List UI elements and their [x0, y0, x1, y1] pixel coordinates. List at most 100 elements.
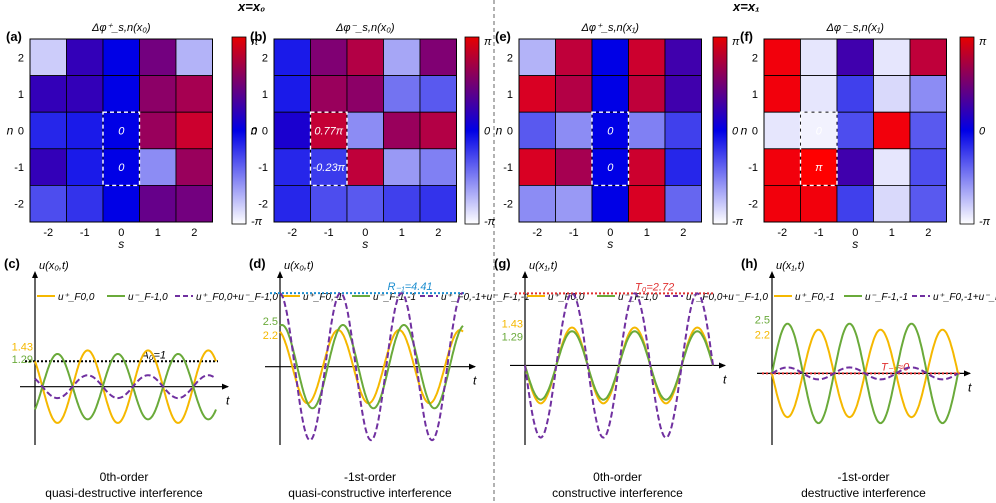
- series-curve: [771, 366, 959, 381]
- y-tick-label: 0: [18, 126, 24, 138]
- x-axis-label: t: [968, 380, 972, 394]
- heatmap-3: (e) Δφ⁺_s,n(x₁) 0 0 -2 -1 0 1 2 2 1 0 -1 -2 s n π 0 -π: [495, 22, 744, 251]
- heatmap-cell: [29, 184, 67, 223]
- x-axis-label: t: [723, 372, 727, 386]
- legend-label: u⁺_F0,0: [548, 292, 585, 303]
- y-axis-label: n: [496, 124, 503, 138]
- cell-annotation: 0: [607, 126, 614, 138]
- y-axis-label: u(x₁,t): [529, 260, 558, 272]
- heatmap-frame: [763, 38, 947, 223]
- y-axis-label: u(x₀,t): [284, 260, 314, 272]
- colorbar-tick-label: 0: [732, 126, 739, 138]
- y-tick-label: 2: [18, 52, 24, 64]
- x-axis-label: t: [226, 394, 230, 408]
- series-curve: [34, 374, 217, 400]
- heatmap-cell: [628, 75, 666, 113]
- x-tick-label: -2: [287, 227, 297, 239]
- legend-label: u⁺_F0,0+u⁻_F-1,0: [686, 292, 768, 303]
- heatmap-cell: [419, 111, 457, 150]
- heatmap-cell: [175, 38, 213, 76]
- legend-label: u⁺_F0,-1: [795, 292, 835, 303]
- heatmap-cell: [29, 75, 67, 113]
- series-curve: [279, 328, 464, 405]
- heatmap-cell: [139, 148, 177, 186]
- header-left: x=x₀: [237, 0, 265, 14]
- x-tick-label: 1: [399, 227, 405, 239]
- heatmap-cell: [591, 111, 629, 150]
- heatmap-cell: [310, 111, 348, 150]
- x-tick-label: -1: [324, 227, 334, 239]
- heatmap-cell: [273, 148, 311, 186]
- caption-type: quasi-destructive interference: [45, 486, 203, 500]
- y-tick-label: 1.43: [12, 341, 33, 353]
- highlight-box: [309, 111, 348, 187]
- y-tick-label: 2.2: [755, 330, 770, 342]
- heatmap-cell: [102, 75, 140, 113]
- y-tick-label: -1: [503, 162, 513, 174]
- heatmap-cell: [555, 111, 593, 150]
- heatmap-cell: [518, 75, 556, 113]
- heatmap-cell: [139, 111, 177, 150]
- heatmap-cell: [346, 38, 384, 76]
- x-tick-label: 1: [644, 227, 650, 239]
- y-axis-label: n: [741, 124, 748, 138]
- y-tick-label: -2: [748, 199, 758, 211]
- highlight-box: [799, 111, 838, 187]
- heatmap-cell: [763, 75, 801, 113]
- heatmap-cell: [836, 38, 874, 76]
- heatmap-cell: [800, 38, 838, 76]
- panel-label: (b): [250, 29, 267, 44]
- heatmap-cell: [873, 184, 911, 223]
- y-axis-arrow: [32, 271, 38, 278]
- y-tick-label: 1.43: [502, 319, 523, 331]
- heatmap-cell: [102, 111, 140, 150]
- panel-label: (f): [740, 29, 753, 44]
- heatmap-cell: [273, 184, 311, 223]
- heatmap-title: Δφ⁺_s,n(x₁): [581, 22, 640, 34]
- heatmap-cell: [66, 75, 104, 113]
- panel-label: (d): [249, 256, 266, 271]
- heatmap-cell: [628, 148, 666, 186]
- heatmap-frame: [518, 38, 702, 223]
- heatmap-cell: [310, 148, 348, 186]
- y-tick-label: 1: [18, 89, 24, 101]
- y-tick-label: -1: [748, 162, 758, 174]
- heatmap-cell: [664, 111, 702, 150]
- heatmap-cell: [836, 148, 874, 186]
- heatmap-cell: [763, 111, 801, 150]
- cell-annotation: 0: [118, 126, 125, 138]
- colorbar: [231, 36, 247, 225]
- heatmap-frame: [29, 38, 213, 223]
- y-tick-label: 1.29: [502, 331, 523, 343]
- heatmap-cell: [419, 75, 457, 113]
- y-tick-label: 2.2: [263, 330, 278, 342]
- y-tick-label: 2.5: [263, 316, 278, 328]
- heatmap-cell: [175, 148, 213, 186]
- heatmap-cell: [555, 75, 593, 113]
- heatmap-cell: [909, 38, 947, 76]
- heatmap-4: (f) Δφ⁻_s,n(x₁) 0 π -2 -1 0 1 2 2 1 0 -1 -2 s n π 0 -π: [740, 22, 991, 251]
- heatmap-cell: [346, 148, 384, 186]
- heatmap-cell: [310, 184, 348, 223]
- cell-annotation: 0: [816, 126, 823, 138]
- heatmap-cell: [273, 38, 311, 76]
- heatmap-cell: [591, 75, 629, 113]
- caption-type: destructive interference: [801, 486, 926, 500]
- cell-annotation: 0: [607, 162, 614, 174]
- x-tick-label: -2: [532, 227, 542, 239]
- heatmap-cell: [518, 111, 556, 150]
- line-plot-3: (g) u(x₁,t) t u⁺_F0,0 u⁻_F-1,0 u⁺_F0,0+u⁻_F-1…: [494, 256, 768, 500]
- x-axis-arrow: [964, 370, 971, 377]
- panel-label: (g): [494, 256, 511, 271]
- x-axis-arrow: [469, 363, 476, 370]
- y-tick-label: 0: [507, 126, 513, 138]
- colorbar-tick-label: π: [732, 36, 740, 48]
- heatmap-cell: [591, 38, 629, 76]
- colorbar: [464, 36, 480, 225]
- x-tick-label: 1: [889, 227, 895, 239]
- y-axis-label: u(x₀,t): [39, 260, 69, 272]
- heatmap-cell: [419, 148, 457, 186]
- colorbar-tick-label: π: [251, 36, 259, 48]
- x-axis-label: s: [118, 237, 124, 251]
